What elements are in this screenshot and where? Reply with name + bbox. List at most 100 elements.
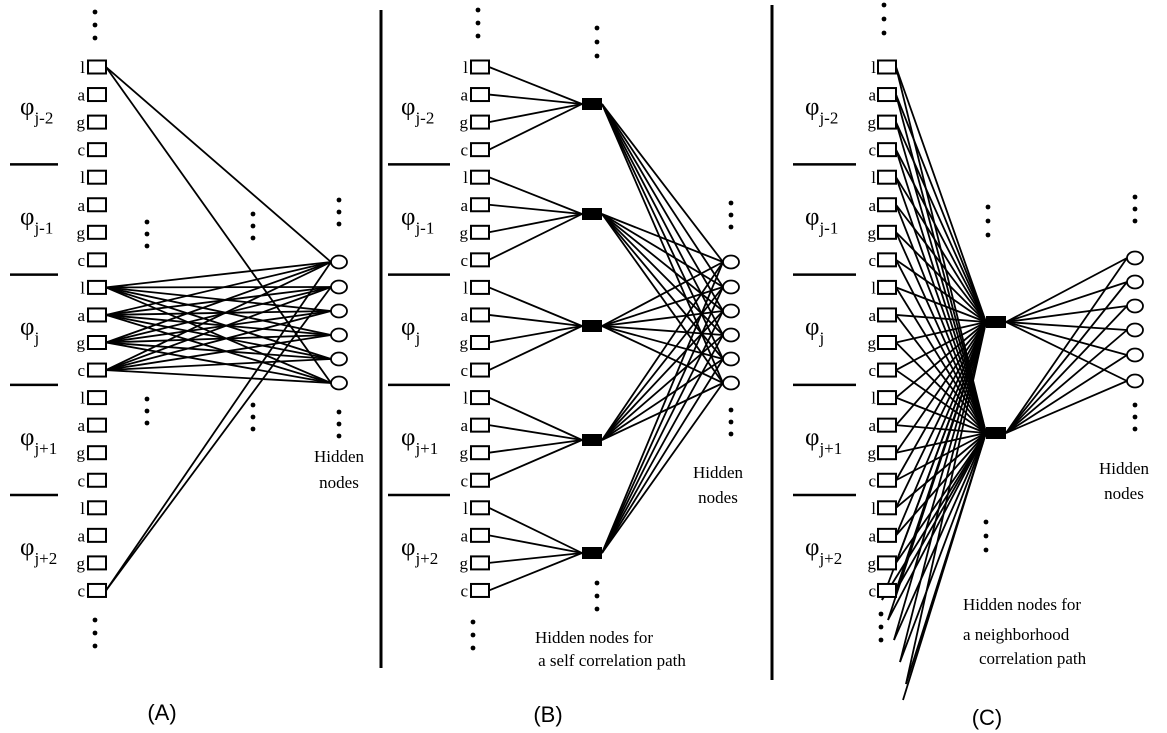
panel-a-mid-ellipsis-dot (250, 414, 256, 420)
panel-c-hidden-node (1126, 347, 1144, 363)
panel-c-bottom-ellipsis-dot (878, 611, 884, 617)
panel-c-mid-ellipsis-dot (983, 533, 989, 539)
panel-a-connection-line (105, 310, 332, 371)
panel-a-connection-line (105, 261, 332, 371)
panel-b-connection-line (488, 103, 583, 123)
panel-b-letter-l: l (463, 499, 468, 518)
panel-a-input-node (87, 224, 107, 240)
panel-a-hidden-ellipsis-dot (336, 209, 342, 215)
panel-b-letter-c: c (460, 251, 468, 270)
panel-a-connection-line (105, 286, 332, 316)
panel-a-hidden-ellipsis-dot (336, 197, 342, 203)
panel-a-bottom-ellipsis-dot (92, 617, 98, 623)
panel-b-top-ellipsis-dot (475, 33, 481, 39)
panel-b-connection-line (488, 176, 583, 215)
panel-a-letter-l: l (80, 168, 85, 187)
panel-a-connection-line (105, 286, 332, 371)
panel-a-input-node (87, 362, 107, 378)
panel-b-top-ellipsis-dot (594, 53, 600, 59)
panel-c-top-ellipsis-dot (881, 16, 887, 22)
panel-b-hidden-node (722, 351, 740, 367)
panel-b-letter-a: a (460, 526, 468, 545)
panel-c-connection-line (895, 204, 987, 323)
panel-c-connection-line (895, 321, 987, 481)
panel-c-connection-line (881, 432, 987, 601)
panel-a-connection-line (105, 334, 332, 371)
panel-b-hidden-ellipsis-dot (728, 212, 734, 218)
panel-b-letter-g: g (460, 554, 469, 573)
panel-b-input-node (470, 114, 490, 130)
panel-b-connection-line (488, 439, 583, 482)
panel-b-letter-c: c (460, 581, 468, 600)
panel-b-group-label-2: φj (401, 314, 420, 348)
panel-c-input-node (877, 169, 897, 185)
panel-c-letter-g: g (868, 554, 877, 573)
panel-b-connection-line (488, 103, 583, 151)
panel-a-mid-ellipsis-dot (250, 211, 256, 217)
panel-b-letter-c: c (460, 141, 468, 160)
panel-b-input-node (470, 362, 490, 378)
panel-c-input-node (877, 114, 897, 130)
panel-a-top-ellipsis-dot (92, 22, 98, 28)
panel-c-mid-ellipsis-dot (983, 547, 989, 553)
panel-c-connection-line (905, 321, 987, 685)
panel-b-path-caption: Hidden nodes for (535, 628, 653, 647)
panel-b-hidden-node (722, 375, 740, 391)
panel-b-connection-line (601, 261, 724, 554)
panel-a-bottom-ellipsis-dot (92, 643, 98, 649)
panel-c-letter-c: c (868, 361, 876, 380)
panel-c-hidden-node (1126, 298, 1144, 314)
panel-b-input-node (470, 279, 490, 295)
panel-a-input-node (87, 445, 107, 461)
panel-a-letter-l: l (80, 499, 85, 518)
panel-a-letter-g: g (77, 113, 86, 132)
panel-b-input-node (470, 224, 490, 240)
panel-a-letter-a: a (77, 86, 85, 105)
panel-c-connection-line (1005, 380, 1128, 434)
panel-c-hidden-ellipsis-dot (1132, 206, 1138, 212)
panel-b-group-label-0: φj-2 (401, 93, 434, 127)
panel-a-input-node (87, 87, 107, 103)
panel-c-input-node (877, 390, 897, 406)
panel-c-input-node (877, 59, 897, 75)
panel-b-bottom-ellipsis-dot (470, 632, 476, 638)
panel-a-input-node (87, 279, 107, 295)
panel-a-connection-line (105, 286, 332, 344)
panel-c-letter-a: a (868, 306, 876, 325)
panel-c-correlation-node (986, 427, 1006, 439)
panel-b-hidden-caption: Hidden (693, 463, 744, 482)
panel-c-input-node (877, 527, 897, 543)
panel-c-input-node (877, 362, 897, 378)
panel-a-input-node (87, 142, 107, 158)
panel-c-input-node (877, 500, 897, 516)
panel-a-input-node (87, 59, 107, 75)
panel-b-top-ellipsis-dot (594, 25, 600, 31)
panel-b-input-node (470, 500, 490, 516)
panel-b-input-node (470, 87, 490, 103)
panel-a-letter-c: c (77, 361, 85, 380)
connection-line (105, 66, 332, 263)
panel-b-top-ellipsis-dot (594, 39, 600, 45)
panel-a-input-node (87, 169, 107, 185)
panel-b-connection-line (488, 93, 583, 105)
panel-c-group-label-3: φj+1 (805, 424, 842, 458)
panel-a-connection-line (105, 314, 332, 384)
panel-c-connection-line (895, 321, 987, 426)
panel-b-input-node (470, 417, 490, 433)
panel-a-connection-line (105, 310, 332, 316)
panel-c-input-node (877, 472, 897, 488)
panel-b-connection-line (488, 213, 583, 261)
panel-b-connection-line (488, 325, 583, 371)
panel-b-connection-line (488, 552, 583, 592)
panel-b-letter-c: c (460, 471, 468, 490)
panel-b-input-node (470, 307, 490, 323)
panel-a-input-node (87, 472, 107, 488)
panel-b-connection-line (601, 213, 724, 360)
panel-b-connection-line (601, 213, 724, 312)
panel-b-connection-line (488, 396, 583, 441)
panel-a-input-node (87, 527, 107, 543)
panel-c-letter-a: a (868, 526, 876, 545)
panel-a-mid-ellipsis-dot (250, 426, 256, 432)
panel-b-hidden-ellipsis-dot (728, 407, 734, 413)
panel-b-bottom-ellipsis-dot (470, 619, 476, 625)
